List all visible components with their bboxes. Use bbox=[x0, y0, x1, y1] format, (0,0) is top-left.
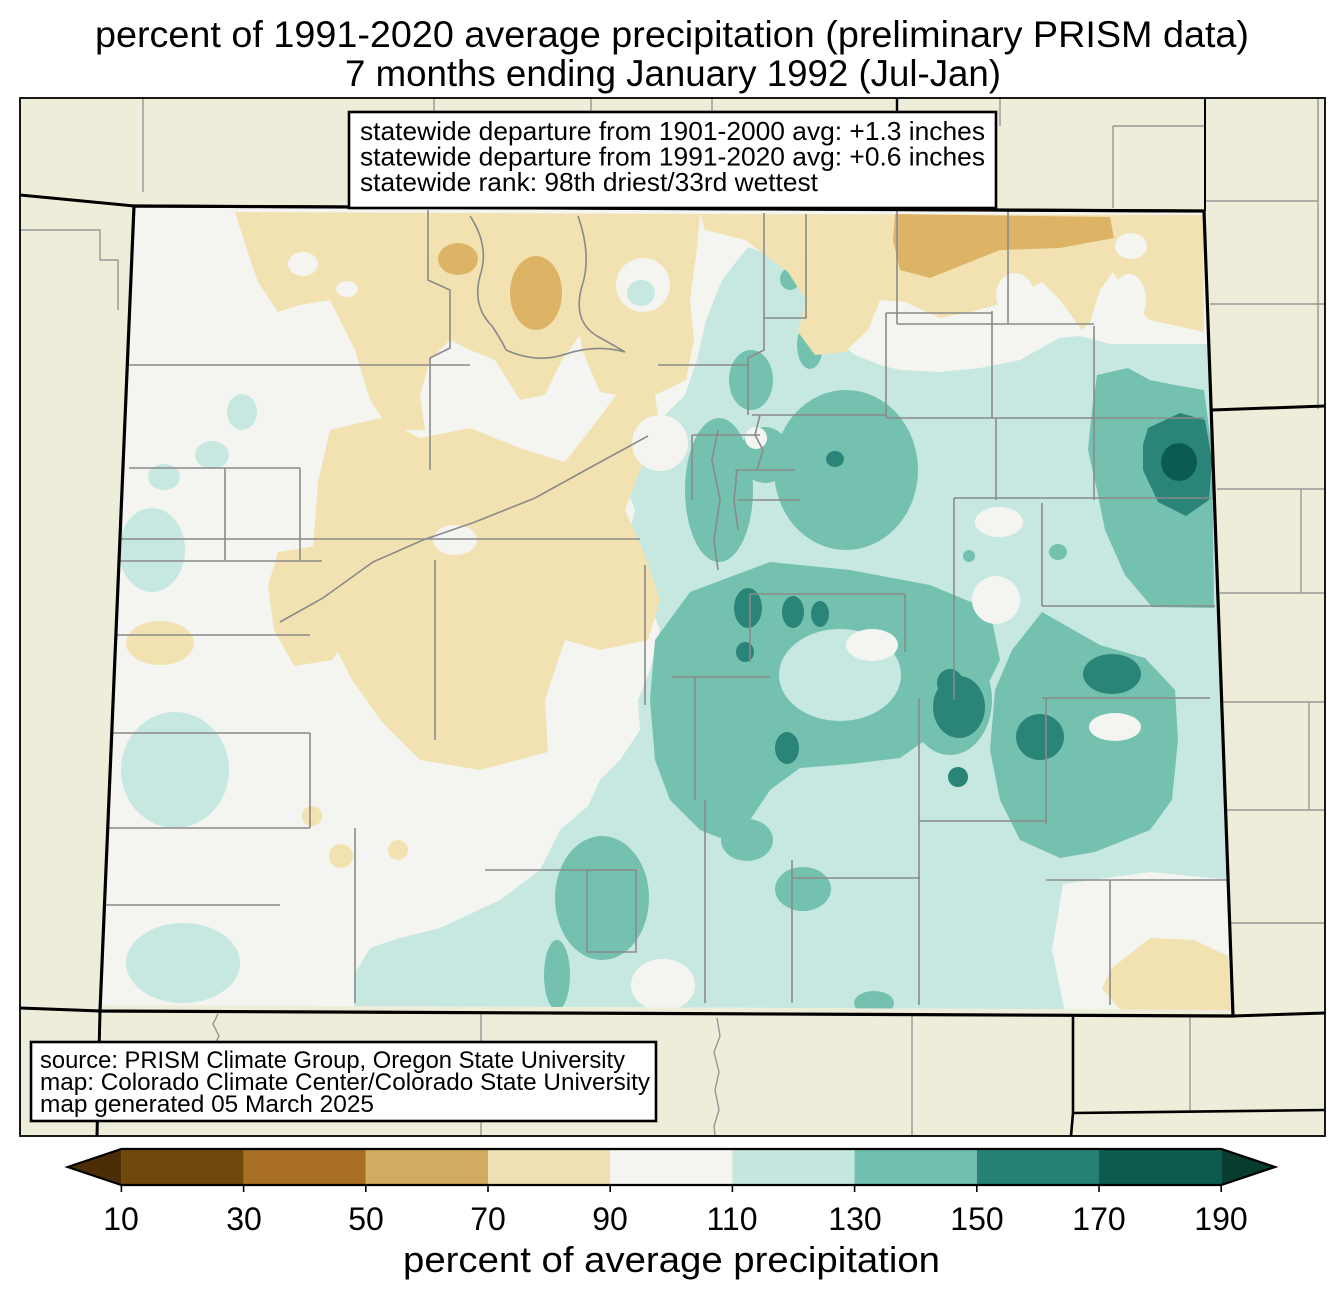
svg-text:10: 10 bbox=[103, 1201, 139, 1237]
svg-text:7 months ending January 1992 (: 7 months ending January 1992 (Jul-Jan) bbox=[345, 53, 1001, 94]
svg-text:190: 190 bbox=[1194, 1201, 1247, 1237]
svg-text:150: 150 bbox=[950, 1201, 1003, 1237]
svg-text:map: Colorado Climate Center/C: map: Colorado Climate Center/Colorado St… bbox=[40, 1069, 651, 1096]
svg-text:statewide departure from 1991-: statewide departure from 1991-2020 avg: … bbox=[360, 142, 985, 172]
svg-text:170: 170 bbox=[1072, 1201, 1125, 1237]
svg-text:110: 110 bbox=[706, 1201, 757, 1237]
svg-text:90: 90 bbox=[592, 1201, 628, 1237]
svg-text:30: 30 bbox=[226, 1201, 262, 1237]
svg-text:70: 70 bbox=[470, 1201, 506, 1237]
svg-text:statewide departure from 1901-: statewide departure from 1901-2000 avg: … bbox=[360, 116, 985, 146]
svg-text:50: 50 bbox=[348, 1201, 384, 1237]
svg-text:percent of average precipitati: percent of average precipitation bbox=[403, 1239, 940, 1280]
svg-text:percent of 1991-2020 average p: percent of 1991-2020 average precipitati… bbox=[95, 14, 1249, 55]
svg-text:map generated 05 March 2025: map generated 05 March 2025 bbox=[40, 1091, 374, 1118]
svg-text:source: PRISM Climate Group, O: source: PRISM Climate Group, Oregon Stat… bbox=[40, 1047, 626, 1074]
svg-text:130: 130 bbox=[828, 1201, 881, 1237]
svg-text:statewide rank: 98th driest/33: statewide rank: 98th driest/33rd wettest bbox=[360, 167, 819, 197]
